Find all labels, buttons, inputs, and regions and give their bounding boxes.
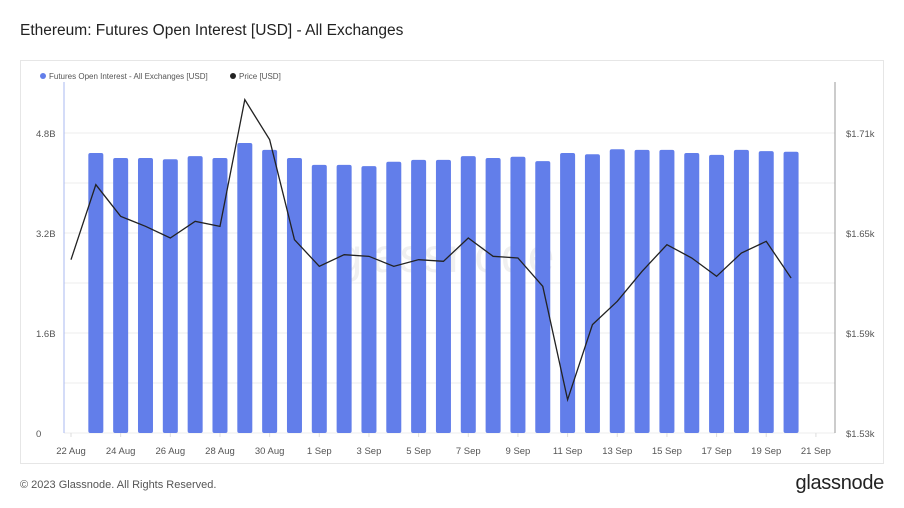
oi-bar: [336, 164, 352, 433]
y-left-tick: 3.2B: [36, 229, 56, 240]
y-right-tick: $1.53k: [846, 429, 875, 440]
x-tick: 24 Aug: [106, 446, 136, 457]
legend-oi-marker: [40, 73, 46, 79]
oi-bar: [286, 158, 302, 433]
y-right-tick: $1.71k: [846, 129, 875, 140]
oi-bar: [485, 158, 501, 433]
y-left-tick: 0: [36, 429, 41, 440]
oi-bar: [783, 151, 799, 433]
legend-oi: Futures Open Interest - All Exchanges [U…: [49, 72, 208, 81]
x-tick: 3 Sep: [357, 446, 382, 457]
oi-bar: [187, 156, 203, 433]
oi-bar: [609, 149, 625, 433]
oi-bar: [560, 153, 576, 433]
x-tick: 5 Sep: [406, 446, 431, 457]
oi-bar: [758, 151, 774, 433]
copyright: © 2023 Glassnode. All Rights Reserved.: [20, 479, 217, 491]
legend-price: Price [USD]: [239, 72, 281, 81]
oi-bar: [386, 161, 402, 433]
chart-title: Ethereum: Futures Open Interest [USD] - …: [20, 22, 404, 39]
price-line: [70, 97, 792, 403]
oi-bar: [262, 149, 278, 433]
oi-bar: [162, 159, 178, 433]
x-tick: 30 Aug: [255, 446, 285, 457]
y-right-tick: $1.59k: [846, 329, 875, 340]
x-tick: 26 Aug: [156, 446, 186, 457]
oi-bar: [212, 158, 228, 433]
oi-bar: [535, 161, 551, 433]
y-left-tick: 4.8B: [36, 129, 56, 140]
x-tick: 13 Sep: [602, 446, 632, 457]
x-tick: 1 Sep: [307, 446, 332, 457]
legend-price-marker: [230, 73, 236, 79]
oi-bar: [659, 149, 675, 433]
oi-bar: [137, 158, 153, 433]
oi-bar: [361, 166, 377, 433]
oi-bar: [634, 149, 650, 433]
glassnode-logo[interactable]: glassnode: [795, 472, 885, 494]
oi-bar: [709, 154, 725, 433]
oi-bar: [684, 153, 700, 433]
chart-panel: [20, 60, 884, 464]
oi-bar: [411, 159, 427, 433]
x-tick: 7 Sep: [456, 446, 481, 457]
x-tick: 11 Sep: [553, 446, 582, 457]
oi-bar: [435, 159, 451, 433]
y-right-tick: $1.65k: [846, 229, 875, 240]
oi-bar: [460, 156, 476, 433]
oi-bar: [510, 156, 526, 433]
oi-bar: [88, 153, 104, 433]
x-tick: 28 Aug: [205, 446, 235, 457]
oi-bar: [733, 149, 749, 433]
oi-bar: [113, 158, 129, 433]
oi-bar: [311, 164, 327, 433]
oi-bar: [237, 143, 253, 433]
x-tick: 22 Aug: [56, 446, 86, 457]
x-tick: 17 Sep: [702, 446, 732, 457]
x-tick: 15 Sep: [652, 446, 682, 457]
oi-bar: [584, 154, 600, 433]
x-tick: 9 Sep: [506, 446, 531, 457]
y-left-tick: 1.6B: [36, 329, 56, 340]
x-tick: 21 Sep: [801, 446, 831, 457]
x-tick: 19 Sep: [751, 446, 781, 457]
